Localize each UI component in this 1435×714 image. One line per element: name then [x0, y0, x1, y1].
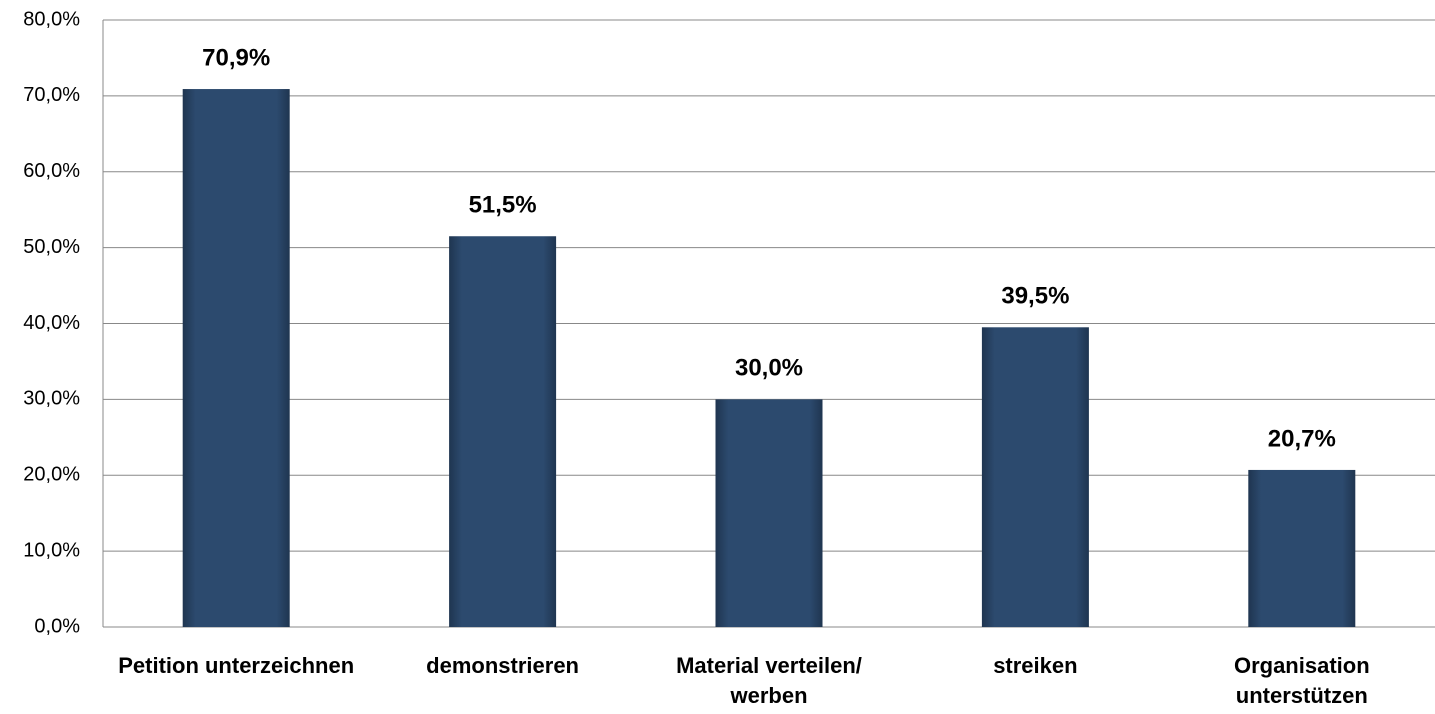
y-tick-label: 40,0%	[23, 312, 80, 334]
bar	[449, 236, 557, 627]
x-tick-label: Organisation unterstützen	[1233, 653, 1370, 708]
data-label: 70,9%	[202, 44, 270, 71]
x-tick-label: streiken	[993, 653, 1078, 678]
y-tick-label: 60,0%	[23, 160, 80, 182]
y-tick-label: 80,0%	[23, 8, 80, 30]
y-tick-label: 20,0%	[23, 464, 80, 486]
y-tick-label: 0,0%	[34, 615, 80, 637]
x-tick-label: Material verteilen/ werben	[676, 653, 862, 708]
data-label: 39,5%	[1001, 283, 1069, 310]
bar	[182, 89, 290, 627]
data-label: 51,5%	[469, 192, 537, 219]
bar	[981, 327, 1089, 627]
x-tick-label: demonstrieren	[426, 653, 579, 678]
y-tick-label: 50,0%	[23, 236, 80, 258]
bar	[715, 399, 823, 627]
bar	[1248, 469, 1356, 627]
y-tick-label: 70,0%	[23, 84, 80, 106]
x-tick-label: Petition unterzeichnen	[118, 653, 355, 678]
y-tick-label: 30,0%	[23, 388, 80, 410]
data-label: 20,7%	[1268, 425, 1336, 452]
y-tick-label: 10,0%	[23, 539, 80, 561]
data-label: 30,0%	[735, 355, 803, 382]
